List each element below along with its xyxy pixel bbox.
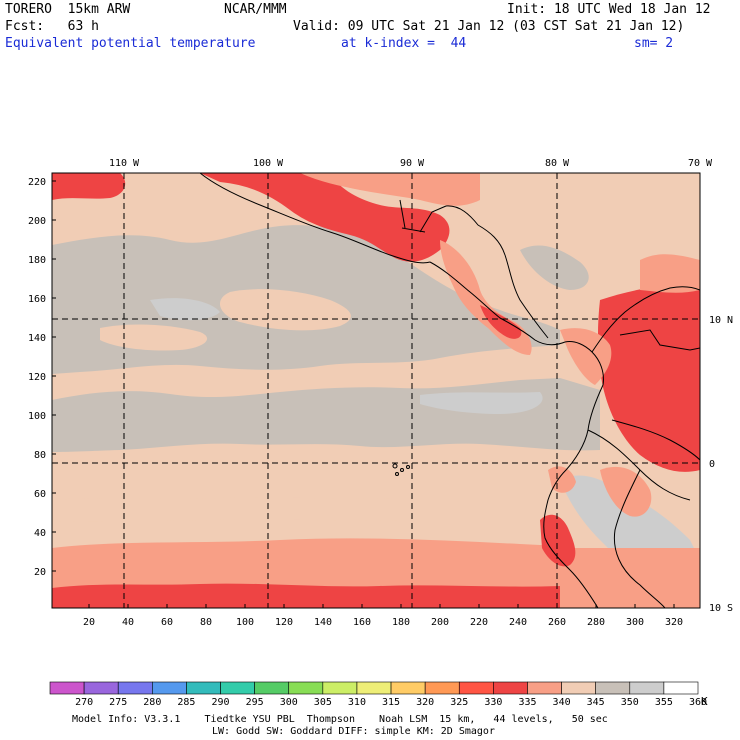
x-label: 260 <box>548 617 566 628</box>
colorbar-tick-label: 360 <box>689 697 707 708</box>
colorbar-tick-label: 325 <box>450 697 468 708</box>
colorbar-tick-label: 320 <box>416 697 434 708</box>
x-label: 300 <box>626 617 644 628</box>
valid-time: Valid: 09 UTC Sat 21 Jan 12 (03 CST Sat … <box>293 19 685 34</box>
colorbar-tick-label: 280 <box>143 697 161 708</box>
colorbar-tick-label: 270 <box>75 697 93 708</box>
lon-label-90w: 90 W <box>400 158 425 169</box>
colorbar-tick-label: 295 <box>246 697 264 708</box>
theta-e-field <box>52 173 700 608</box>
x-label: 160 <box>353 617 371 628</box>
model-info-line2: LW: Godd SW: Goddard DIFF: simple KM: 2D… <box>212 726 495 737</box>
smoothing-label: sm= 2 <box>634 36 674 51</box>
latlon-grid <box>52 173 700 608</box>
colorbar-swatch <box>186 681 221 695</box>
y-label: 60 <box>34 489 46 500</box>
x-label: 40 <box>122 617 134 628</box>
x-label: 20 <box>83 617 95 628</box>
colorbar-tick-label: 305 <box>314 697 332 708</box>
x-label: 120 <box>275 617 293 628</box>
colorbar-swatch <box>561 681 596 695</box>
colorbar: 270 275 280 285 290 295 300 305 310 315 320 325 330 3… <box>49 681 707 708</box>
init-time: Init: 18 UTC Wed 18 Jan 12 <box>507 2 711 17</box>
x-label: 180 <box>392 617 410 628</box>
colorbar-tick-label: 340 <box>553 697 571 708</box>
lon-label-70w: 70 W <box>688 158 713 169</box>
lat-label-10n: 10 N <box>709 315 733 326</box>
colorbar-swatch <box>424 681 460 695</box>
y-label: 220 <box>28 177 46 188</box>
colorbar-tick-label: 310 <box>348 697 366 708</box>
x-label: 280 <box>587 617 605 628</box>
colorbar-tick-label: 285 <box>177 697 195 708</box>
x-label: 100 <box>236 617 254 628</box>
model-info-line1: Model Info: V3.3.1 Tiedtke YSU PBL Thomp… <box>72 714 608 725</box>
x-label: 140 <box>314 617 332 628</box>
colorbar-swatch <box>220 681 255 695</box>
colorbar-tick-label: 350 <box>621 697 639 708</box>
y-label: 160 <box>28 294 46 305</box>
colorbar-swatch <box>322 681 358 695</box>
colorbar-tick-label: 330 <box>484 697 502 708</box>
field-name: Equivalent potential temperature <box>5 36 256 51</box>
grid-ticks <box>52 180 675 608</box>
lon-label-100w: 100 W <box>253 158 284 169</box>
y-label: 20 <box>34 567 46 578</box>
level-label: at k-index = 44 <box>341 36 467 51</box>
colorbar-swatch <box>83 681 119 695</box>
lat-label-10s: 10 S <box>709 603 733 614</box>
colorbar-tick-label: 315 <box>382 697 400 708</box>
model-name: TORERO 15km ARW <box>5 2 131 17</box>
map-frame <box>51 172 701 609</box>
lat-label-0: 0 <box>709 459 715 470</box>
y-label: 100 <box>28 411 46 422</box>
y-label: 40 <box>34 528 46 539</box>
y-label: 120 <box>28 372 46 383</box>
lon-label-110w: 110 W <box>109 158 140 169</box>
x-label: 320 <box>665 617 683 628</box>
y-label: 200 <box>28 216 46 227</box>
x-label: 60 <box>161 617 173 628</box>
colorbar-swatch <box>49 681 85 695</box>
colorbar-swatch <box>288 681 324 695</box>
colorbar-tick-label: 335 <box>518 697 536 708</box>
y-label: 80 <box>34 450 46 461</box>
colorbar-swatch <box>356 681 392 695</box>
colorbar-unit: K <box>701 695 708 708</box>
colorbar-tick-label: 300 <box>280 697 298 708</box>
center-name: NCAR/MMM <box>224 2 287 17</box>
colorbar-swatch <box>527 681 562 695</box>
coastlines <box>199 173 700 608</box>
colorbar-swatch <box>152 681 187 695</box>
x-label: 200 <box>431 617 449 628</box>
lon-label-80w: 80 W <box>545 158 570 169</box>
colorbar-tick-label: 290 <box>211 697 229 708</box>
colorbar-swatch <box>390 681 426 695</box>
colorbar-tick-label: 355 <box>655 697 673 708</box>
forecast-hour: Fcst: 63 h <box>5 19 99 34</box>
x-label: 80 <box>200 617 212 628</box>
colorbar-swatch <box>595 681 631 695</box>
colorbar-swatch <box>254 681 290 695</box>
colorbar-tick-label: 275 <box>109 697 127 708</box>
colorbar-swatch <box>117 681 153 695</box>
colorbar-swatch <box>493 681 528 695</box>
colorbar-swatch <box>663 681 699 695</box>
colorbar-tick-label: 345 <box>587 697 605 708</box>
x-label: 220 <box>470 617 488 628</box>
x-label: 240 <box>509 617 527 628</box>
y-label: 180 <box>28 255 46 266</box>
colorbar-swatch <box>629 681 665 695</box>
y-label: 140 <box>28 333 46 344</box>
colorbar-swatch <box>458 681 494 695</box>
